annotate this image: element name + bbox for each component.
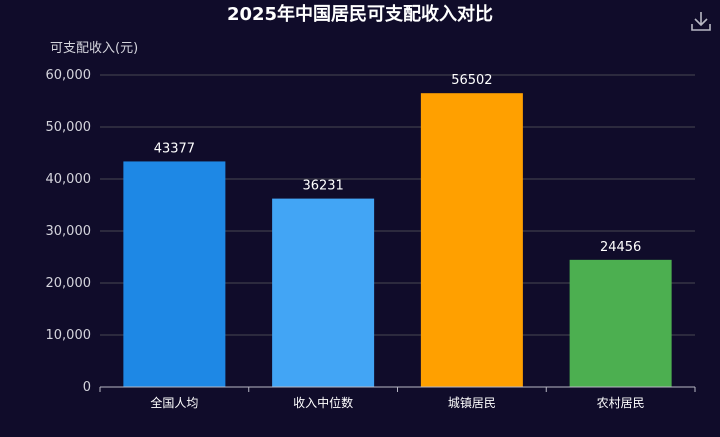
y-tick-label: 20,000 bbox=[46, 276, 92, 291]
y-tick-label: 30,000 bbox=[46, 224, 92, 239]
bar[interactable] bbox=[569, 259, 672, 387]
chart-title: 2025年中国居民可支配收入对比 bbox=[226, 4, 494, 25]
bar[interactable] bbox=[420, 93, 523, 387]
data-label: 56502 bbox=[451, 73, 492, 88]
data-label: 36231 bbox=[302, 179, 343, 194]
y-tick-label: 0 bbox=[83, 380, 91, 395]
y-ticks: 0 10,000 20,000 30,000 40,000 50,000 60,000 bbox=[46, 68, 92, 395]
y-tick-label: 50,000 bbox=[46, 120, 92, 135]
y-axis-label: 可支配收入(元) bbox=[50, 41, 138, 56]
x-tick-label: 收入中位数 bbox=[293, 395, 353, 410]
y-tick-label: 10,000 bbox=[46, 328, 92, 343]
bar[interactable] bbox=[272, 198, 375, 387]
data-label: 43377 bbox=[154, 141, 195, 156]
download-icon[interactable] bbox=[690, 10, 712, 32]
x-tick-label: 城镇居民 bbox=[448, 396, 496, 410]
data-label: 24456 bbox=[600, 240, 641, 255]
x-axis: 全国人均 收入中位数 城镇居民 农村居民 bbox=[99, 386, 696, 410]
bar[interactable] bbox=[123, 161, 226, 387]
y-tick-label: 40,000 bbox=[46, 172, 92, 187]
x-tick-label: 农村居民 bbox=[597, 396, 645, 410]
y-tick-label: 60,000 bbox=[46, 68, 92, 83]
x-tick-label: 全国人均 bbox=[150, 395, 198, 410]
bars: 43377 36231 56502 24456 bbox=[123, 73, 672, 387]
